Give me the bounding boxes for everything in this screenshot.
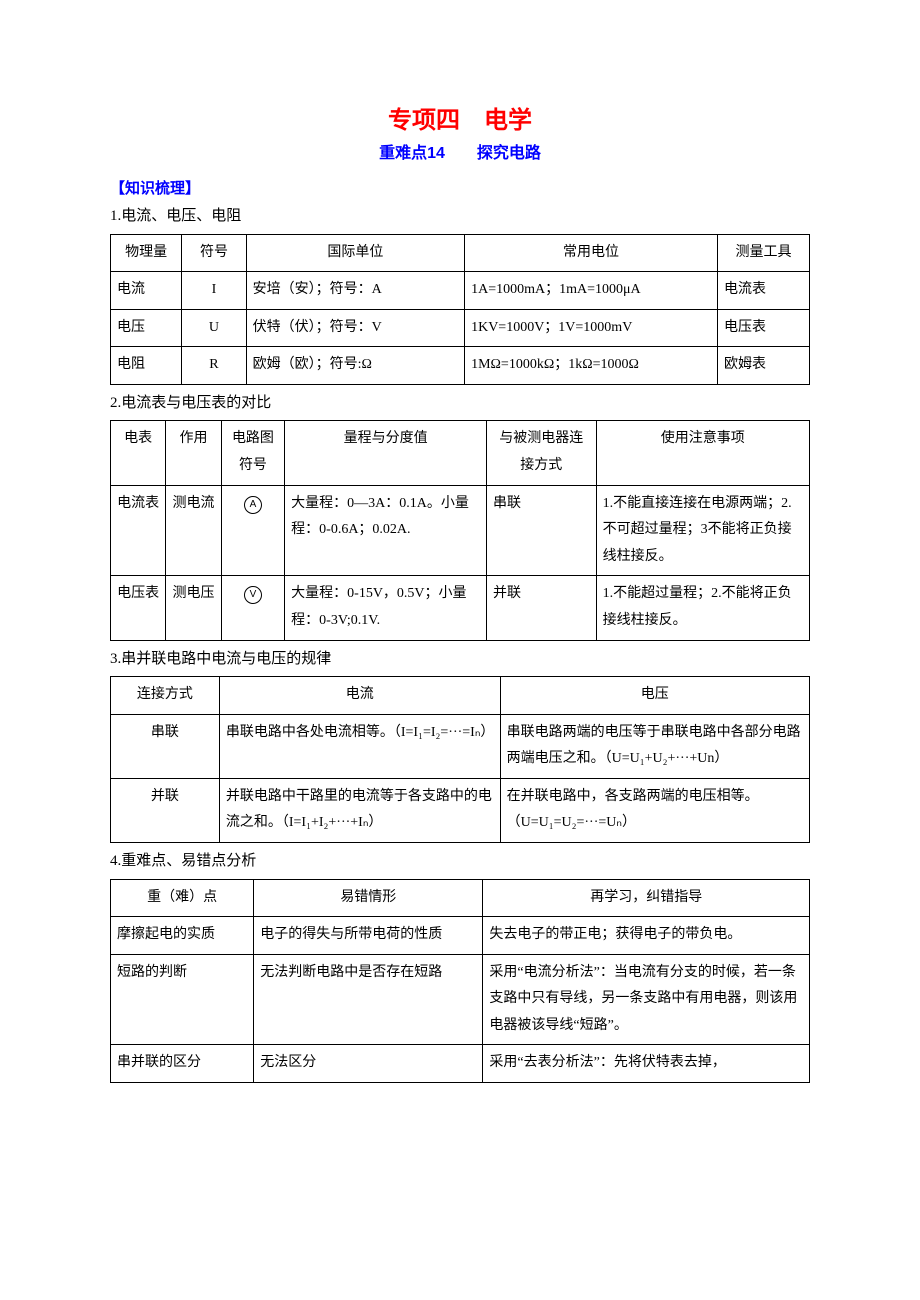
table-row: 摩擦起电的实质 电子的得失与所带电荷的性质 失去电子的带正电；获得电子的带负电。 — [111, 917, 810, 955]
cell: 并联 — [487, 576, 597, 640]
table-row: 电压表 测电压 V 大量程：0-15V，0.5V；小量程：0-3V;0.1V. … — [111, 576, 810, 640]
table-row: 电阻 R 欧姆（欧）；符号:Ω 1MΩ=1000kΩ；1kΩ=1000Ω 欧姆表 — [111, 347, 810, 385]
cell: 失去电子的带正电；获得电子的带负电。 — [483, 917, 810, 955]
cell: 采用“去表分析法”：先将伏特表去掉， — [483, 1045, 810, 1083]
cell: 1MΩ=1000kΩ；1kΩ=1000Ω — [465, 347, 718, 385]
cell: 常用电位 — [465, 234, 718, 272]
heading-1: 1.电流、电压、电阻 — [110, 204, 810, 230]
ammeter-icon: A — [244, 496, 262, 514]
cell: 欧姆表 — [718, 347, 810, 385]
heading-2: 2.电流表与电压表的对比 — [110, 391, 810, 417]
table-rules: 连接方式 电流 电压 串联 串联电路中各处电流相等。（I=I₁=I₂=···=I… — [110, 676, 810, 843]
table-row: 电流表 测电流 A 大量程：0—3A：0.1A。小量程：0-0.6A；0.02A… — [111, 485, 810, 576]
cell: 电流 — [219, 677, 500, 715]
cell: 串联电路中各处电流相等。（I=I₁=I₂=···=Iₙ） — [219, 714, 500, 778]
cell: U — [182, 309, 246, 347]
cell: 作用 — [166, 421, 221, 485]
cell: 并联电路中干路里的电流等于各支路中的电流之和。（I=I₁+I₂+···+Iₙ） — [219, 778, 500, 842]
table-quantities: 物理量 符号 国际单位 常用电位 测量工具 电流 I 安培（安）；符号：A 1A… — [110, 234, 810, 385]
table-row: 串联 串联电路中各处电流相等。（I=I₁=I₂=···=Iₙ） 串联电路两端的电… — [111, 714, 810, 778]
table-row: 串并联的区分 无法区分 采用“去表分析法”：先将伏特表去掉， — [111, 1045, 810, 1083]
cell: 1.不能超过量程；2.不能将正负接线柱接反。 — [596, 576, 809, 640]
cell: 电流表 — [718, 272, 810, 310]
cell: I — [182, 272, 246, 310]
table-row: 连接方式 电流 电压 — [111, 677, 810, 715]
cell: 电压表 — [111, 576, 166, 640]
cell: 电流表 — [111, 485, 166, 576]
cell: 短路的判断 — [111, 954, 254, 1045]
table-row: 并联 并联电路中干路里的电流等于各支路中的电流之和。（I=I₁+I₂+···+I… — [111, 778, 810, 842]
cell: 符号 — [182, 234, 246, 272]
title-main: 专项四 电学 — [110, 100, 810, 135]
cell: 重（难）点 — [111, 879, 254, 917]
cell: 电表 — [111, 421, 166, 485]
cell: 电阻 — [111, 347, 182, 385]
cell: 电压 — [111, 309, 182, 347]
cell: 易错情形 — [254, 879, 483, 917]
cell: 采用“电流分析法”：当电流有分支的时候，若一条支路中只有导线，另一条支路中有用电… — [483, 954, 810, 1045]
section-label: 【知识梳理】 — [110, 177, 810, 198]
table-row: 重（难）点 易错情形 再学习，纠错指导 — [111, 879, 810, 917]
cell: 1KV=1000V；1V=1000mV — [465, 309, 718, 347]
cell: 大量程：0—3A：0.1A。小量程：0-0.6A；0.02A. — [285, 485, 487, 576]
cell: 使用注意事项 — [596, 421, 809, 485]
cell: 测电压 — [166, 576, 221, 640]
cell: 测电流 — [166, 485, 221, 576]
cell: 电压 — [500, 677, 809, 715]
cell: V — [221, 576, 284, 640]
cell: 在并联电路中，各支路两端的电压相等。（U=U₁=U₂=···=Uₙ） — [500, 778, 809, 842]
cell: 串联电路两端的电压等于串联电路中各部分电路两端电压之和。（U=U₁+U₂+···… — [500, 714, 809, 778]
cell: 电压表 — [718, 309, 810, 347]
cell: 大量程：0-15V，0.5V；小量程：0-3V;0.1V. — [285, 576, 487, 640]
cell: 无法区分 — [254, 1045, 483, 1083]
cell: 并联 — [111, 778, 220, 842]
heading-3: 3.串并联电路中电流与电压的规律 — [110, 647, 810, 673]
table-row: 电表 作用 电路图符号 量程与分度值 与被测电器连接方式 使用注意事项 — [111, 421, 810, 485]
cell: 电子的得失与所带电荷的性质 — [254, 917, 483, 955]
cell: 国际单位 — [246, 234, 464, 272]
table-row: 短路的判断 无法判断电路中是否存在短路 采用“电流分析法”：当电流有分支的时候，… — [111, 954, 810, 1045]
cell: R — [182, 347, 246, 385]
cell: 串联 — [487, 485, 597, 576]
cell: 欧姆（欧）；符号:Ω — [246, 347, 464, 385]
title-sub: 重难点14 探究电路 — [110, 139, 810, 163]
cell: 伏特（伏）；符号：V — [246, 309, 464, 347]
table-errors: 重（难）点 易错情形 再学习，纠错指导 摩擦起电的实质 电子的得失与所带电荷的性… — [110, 879, 810, 1084]
cell: 无法判断电路中是否存在短路 — [254, 954, 483, 1045]
cell: 量程与分度值 — [285, 421, 487, 485]
cell: 串联 — [111, 714, 220, 778]
cell: A — [221, 485, 284, 576]
cell: 安培（安）；符号：A — [246, 272, 464, 310]
page: 专项四 电学 重难点14 探究电路 【知识梳理】 1.电流、电压、电阻 物理量 … — [0, 0, 920, 1300]
table-row: 电压 U 伏特（伏）；符号：V 1KV=1000V；1V=1000mV 电压表 — [111, 309, 810, 347]
cell: 摩擦起电的实质 — [111, 917, 254, 955]
cell: 物理量 — [111, 234, 182, 272]
table-row: 电流 I 安培（安）；符号：A 1A=1000mA；1mA=1000μA 电流表 — [111, 272, 810, 310]
cell: 串并联的区分 — [111, 1045, 254, 1083]
cell: 电流 — [111, 272, 182, 310]
cell: 1.不能直接连接在电源两端；2.不可超过量程；3不能将正负接线柱接反。 — [596, 485, 809, 576]
cell: 1A=1000mA；1mA=1000μA — [465, 272, 718, 310]
table-row: 物理量 符号 国际单位 常用电位 测量工具 — [111, 234, 810, 272]
cell: 电路图符号 — [221, 421, 284, 485]
cell: 测量工具 — [718, 234, 810, 272]
cell: 连接方式 — [111, 677, 220, 715]
heading-4: 4.重难点、易错点分析 — [110, 849, 810, 875]
cell: 再学习，纠错指导 — [483, 879, 810, 917]
voltmeter-icon: V — [244, 586, 262, 604]
cell: 与被测电器连接方式 — [487, 421, 597, 485]
table-meters: 电表 作用 电路图符号 量程与分度值 与被测电器连接方式 使用注意事项 电流表 … — [110, 420, 810, 640]
